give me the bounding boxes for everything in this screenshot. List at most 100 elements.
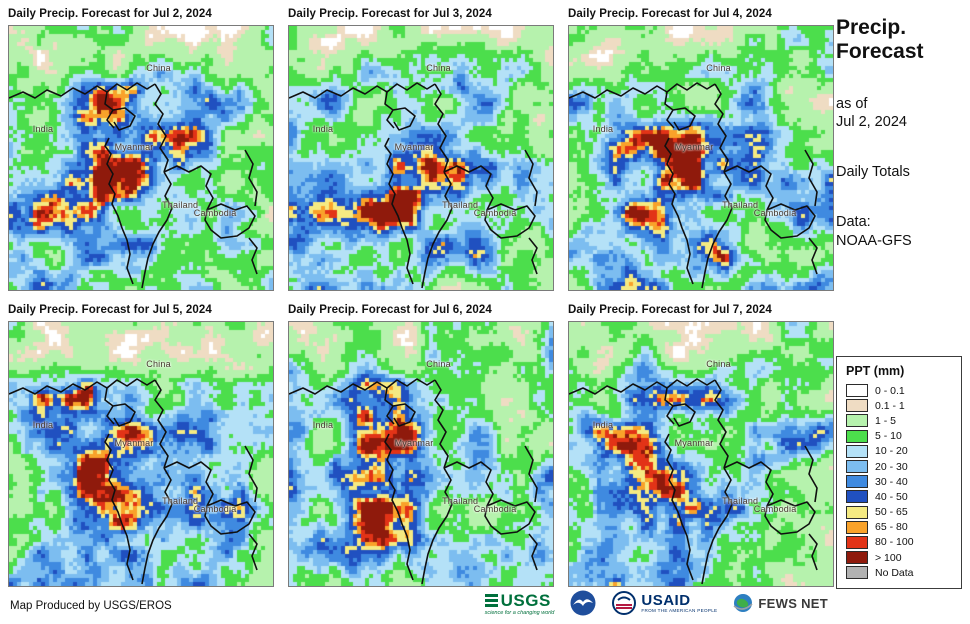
country-label: India: [32, 419, 54, 430]
legend-swatch: [846, 551, 868, 565]
legend-row: 65 - 80: [846, 520, 952, 535]
forecast-panel-jul6: Daily Precip. Forecast for Jul 6, 2024 C…: [288, 300, 568, 596]
country-label: China: [706, 358, 731, 369]
country-label: Myanmar: [674, 142, 714, 153]
legend-swatch: [846, 429, 868, 443]
legend-swatch: [846, 520, 868, 534]
legend-label: 40 - 50: [875, 490, 908, 503]
legend-row: 0.1 - 1: [846, 398, 952, 413]
panel-title: Daily Precip. Forecast for Jul 2, 2024: [8, 8, 212, 20]
country-label: India: [592, 419, 614, 430]
page-title: Precip. Forecast: [836, 16, 924, 63]
legend-row: 30 - 40: [846, 474, 952, 489]
usaid-wordmark: USAID: [641, 591, 691, 609]
legend-label: 5 - 10: [875, 430, 902, 443]
forecast-panel-jul5: Daily Precip. Forecast for Jul 5, 2024 C…: [8, 300, 288, 596]
country-label: India: [32, 123, 54, 134]
legend-items: 0 - 0.1 0.1 - 1 1 - 5 5 - 10 10 - 20 20 - 30 3…: [846, 383, 952, 580]
legend-swatch: [846, 460, 868, 474]
legend-swatch: [846, 566, 868, 580]
precip-raster: [9, 322, 273, 586]
legend-row: 80 - 100: [846, 535, 952, 550]
map-panels-grid: Daily Precip. Forecast for Jul 2, 2024 C…: [8, 4, 848, 596]
forecast-panel-jul4: Daily Precip. Forecast for Jul 4, 2024 C…: [568, 4, 848, 300]
usgs-logo: USGS science for a changing world: [484, 590, 555, 616]
country-label: Cambodia: [473, 208, 517, 219]
legend-label: 50 - 65: [875, 506, 908, 519]
country-label: China: [706, 62, 731, 73]
noaa-logo: [570, 590, 596, 616]
precip-raster: [289, 322, 553, 586]
legend-row: 1 - 5: [846, 413, 952, 428]
legend-row: 40 - 50: [846, 489, 952, 504]
country-label: Cambodia: [753, 504, 797, 515]
legend-row: 50 - 65: [846, 505, 952, 520]
legend-row: > 100: [846, 550, 952, 565]
footer-logos: USGS science for a changing world USAID …: [484, 588, 828, 618]
precip-map: China India Myanmar Thailand Cambodia: [568, 25, 834, 291]
legend-swatch: [846, 475, 868, 489]
precip-map: China India Myanmar Thailand Cambodia: [8, 321, 274, 587]
country-label: Cambodia: [193, 504, 237, 515]
as-of-text: as of Jul 2, 2024: [836, 96, 907, 131]
legend-row: 0 - 0.1: [846, 383, 952, 398]
forecast-panel-jul3: Daily Precip. Forecast for Jul 3, 2024 C…: [288, 4, 568, 300]
usgs-wave-icon: [484, 594, 498, 607]
country-label: Myanmar: [394, 142, 434, 153]
usaid-emblem-icon: [612, 591, 637, 615]
legend-swatch: [846, 444, 868, 458]
map-credit: Map Produced by USGS/EROS: [10, 600, 172, 612]
country-label: Myanmar: [114, 438, 154, 449]
precip-map: China India Myanmar Thailand Cambodia: [568, 321, 834, 587]
country-label: India: [312, 123, 334, 134]
usgs-wordmark: USGS: [500, 590, 551, 610]
panel-title: Daily Precip. Forecast for Jul 6, 2024: [288, 304, 492, 316]
precip-map: China India Myanmar Thailand Cambodia: [288, 321, 554, 587]
precip-raster: [569, 322, 833, 586]
fews-net-logo: FEWS NET: [733, 593, 828, 613]
panel-title: Daily Precip. Forecast for Jul 5, 2024: [8, 304, 212, 316]
legend-row: 5 - 10: [846, 429, 952, 444]
precip-raster: [9, 26, 273, 290]
legend-row: 10 - 20: [846, 444, 952, 459]
data-source-text: Data: NOAA-GFS: [836, 214, 912, 249]
legend-label: 0.1 - 1: [875, 399, 905, 412]
country-label: Myanmar: [394, 438, 434, 449]
precip-raster: [289, 26, 553, 290]
country-label: China: [146, 62, 171, 73]
legend-label: 10 - 20: [875, 445, 908, 458]
precip-raster: [569, 26, 833, 290]
forecast-panel-jul2: Daily Precip. Forecast for Jul 2, 2024 C…: [8, 4, 288, 300]
legend-label: 1 - 5: [875, 414, 897, 427]
country-label: Myanmar: [114, 142, 154, 153]
legend-swatch: [846, 535, 868, 549]
legend-row: 20 - 30: [846, 459, 952, 474]
legend-label: No Data: [875, 566, 914, 579]
info-sidebar: Precip. Forecast as of Jul 2, 2024 Daily…: [836, 16, 964, 282]
country-label: Cambodia: [473, 504, 517, 515]
panel-title: Daily Precip. Forecast for Jul 3, 2024: [288, 8, 492, 20]
usaid-tagline: FROM THE AMERICAN PEOPLE: [641, 607, 718, 613]
legend-label: 80 - 100: [875, 536, 914, 549]
country-label: India: [592, 123, 614, 134]
legend-swatch: [846, 384, 868, 398]
daily-totals-text: Daily Totals: [836, 164, 910, 181]
legend-label: 65 - 80: [875, 521, 908, 534]
legend-label: 20 - 30: [875, 460, 908, 473]
usgs-tagline: science for a changing world: [484, 609, 555, 616]
forecast-panel-jul7: Daily Precip. Forecast for Jul 7, 2024 C…: [568, 300, 848, 596]
precip-map: China India Myanmar Thailand Cambodia: [8, 25, 274, 291]
country-label: Myanmar: [674, 438, 714, 449]
legend-swatch: [846, 414, 868, 428]
legend-box: PPT (mm) 0 - 0.1 0.1 - 1 1 - 5 5 - 10 10 - 2…: [836, 356, 962, 590]
legend-title: PPT (mm): [846, 364, 905, 378]
legend-swatch: [846, 399, 868, 413]
legend-label: > 100: [875, 551, 902, 564]
precip-map: China India Myanmar Thailand Cambodia: [288, 25, 554, 291]
legend-row: No Data: [846, 565, 952, 580]
legend-swatch: [846, 505, 868, 519]
country-label: India: [312, 419, 334, 430]
legend-label: 0 - 0.1: [875, 384, 905, 397]
fews-wordmark: FEWS NET: [758, 595, 828, 611]
legend-swatch: [846, 490, 868, 504]
